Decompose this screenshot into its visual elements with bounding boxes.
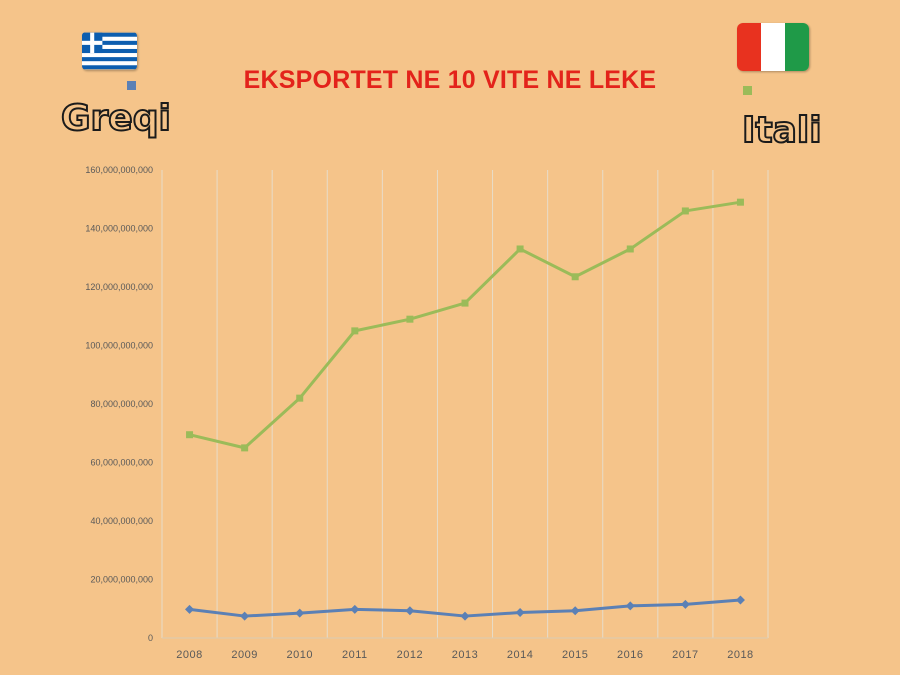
y-tick-label: 40,000,000,000 bbox=[90, 516, 153, 526]
italy-flag-icon bbox=[737, 23, 809, 71]
data-point-itali bbox=[571, 273, 579, 281]
legend-marker-itali bbox=[743, 86, 752, 95]
data-point-greqi bbox=[350, 604, 360, 614]
x-tick-label: 2014 bbox=[507, 649, 533, 661]
legend-label-greqi: Greqi bbox=[60, 97, 172, 140]
x-tick-label: 2015 bbox=[562, 649, 588, 661]
x-tick-label: 2011 bbox=[342, 649, 368, 661]
y-tick-label: 140,000,000,000 bbox=[85, 224, 153, 234]
greece-flag-icon bbox=[82, 32, 137, 70]
y-tick-label: 100,000,000,000 bbox=[85, 341, 153, 351]
data-point-greqi bbox=[680, 599, 690, 609]
x-tick-label: 2013 bbox=[452, 649, 478, 661]
x-tick-label: 2017 bbox=[672, 649, 698, 661]
y-tick-label: 80,000,000,000 bbox=[90, 399, 153, 409]
x-tick-label: 2016 bbox=[617, 649, 643, 661]
data-point-itali bbox=[296, 394, 304, 402]
legend-marker-greqi bbox=[127, 81, 136, 90]
y-tick-label: 20,000,000,000 bbox=[90, 575, 153, 585]
y-tick-label: 0 bbox=[148, 633, 153, 643]
data-point-itali bbox=[186, 431, 194, 439]
data-point-itali bbox=[516, 245, 524, 253]
y-tick-label: 160,000,000,000 bbox=[85, 165, 153, 175]
data-point-itali bbox=[351, 327, 359, 335]
y-tick-label: 120,000,000,000 bbox=[85, 282, 153, 292]
data-point-itali bbox=[736, 198, 744, 206]
data-point-itali bbox=[626, 245, 634, 253]
data-point-itali bbox=[461, 299, 469, 307]
x-tick-label: 2012 bbox=[397, 649, 423, 661]
data-point-itali bbox=[681, 207, 689, 215]
data-point-itali bbox=[406, 315, 414, 323]
x-tick-label: 2009 bbox=[231, 649, 257, 661]
x-tick-label: 2010 bbox=[286, 649, 312, 661]
legend-label-itali: Itali bbox=[741, 109, 823, 152]
data-point-itali bbox=[241, 444, 249, 452]
x-tick-label: 2018 bbox=[727, 649, 753, 661]
data-point-greqi bbox=[240, 611, 250, 621]
x-tick-label: 2008 bbox=[176, 649, 202, 661]
data-point-greqi bbox=[185, 604, 195, 614]
y-tick-label: 60,000,000,000 bbox=[90, 458, 153, 468]
chart-title: EKSPORTET NE 10 VITE NE LEKE bbox=[243, 66, 657, 94]
data-point-greqi bbox=[460, 611, 470, 621]
data-point-greqi bbox=[515, 608, 525, 618]
data-point-greqi bbox=[735, 595, 745, 605]
data-point-greqi bbox=[405, 606, 415, 616]
data-point-greqi bbox=[570, 606, 580, 616]
data-point-greqi bbox=[295, 608, 305, 618]
data-point-greqi bbox=[625, 601, 635, 611]
